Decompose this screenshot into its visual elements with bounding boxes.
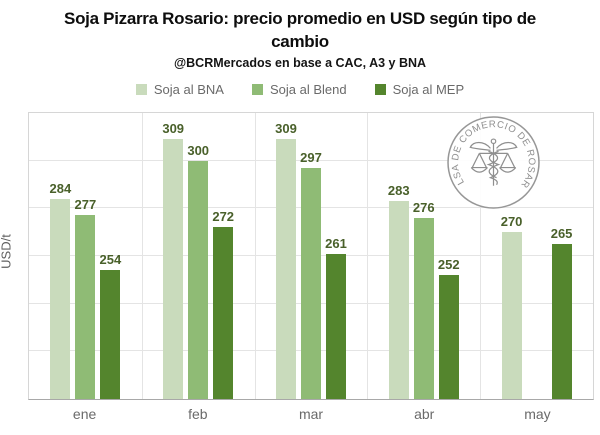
bar-slot: 300 [187,113,210,399]
caduceus-scales-icon [469,138,518,186]
bar-group-abr: 283 276 252 [367,113,480,399]
legend-swatch-icon [251,84,263,95]
bar-value-label: 252 [437,257,460,273]
x-axis: ene feb mar abr may [28,406,594,422]
bar-group-mar: 309 297 261 [255,113,368,399]
bar-group-may: 270 265 [480,113,593,399]
bar-slot: 252 [437,113,460,399]
chart-title-line2: cambio [271,32,329,51]
y-axis-title: USD/t [0,234,14,269]
legend-swatch-icon [374,84,386,95]
bar-value-label: 283 [387,183,410,199]
bar-slot: 277 [74,113,97,399]
bar-slot: 254 [99,113,122,399]
bar-slot: 270 [500,113,523,399]
bar-slot: 272 [212,113,235,399]
bar-value-label: 276 [412,199,435,215]
gridline-vertical [141,113,143,399]
bar-soja-al-mep-ene [100,270,121,399]
bar-soja-al-bna-feb [163,139,184,399]
bar-soja-al-mep-abr [438,275,459,399]
bar-soja-al-mep-may [551,244,572,399]
bar-slot: 309 [275,113,297,399]
bar-value-label: 261 [325,235,347,251]
chart-title-line1: Soja Pizarra Rosario: precio promedio en… [64,9,536,28]
legend-item-soja-al-mep: Soja al MEP [374,82,465,97]
bar-value-label: 270 [500,214,523,230]
bar-value-label: 309 [162,121,185,137]
bar-soja-al-mep-feb [213,227,234,399]
gridline-vertical [254,113,256,399]
legend-item-soja-al-blend: Soja al Blend [251,82,347,97]
gridline-vertical [367,113,369,399]
bar-value-label: 272 [212,209,235,225]
bar-soja-al-bna-abr [388,201,409,399]
bar-slot: 309 [162,113,185,399]
x-axis-label-may: may [524,406,551,422]
x-axis-label-feb: feb [188,406,208,422]
bar-soja-al-bna-mar [275,139,296,399]
bar-value-label: 254 [99,252,122,268]
bar-soja-al-bna-ene [50,198,71,399]
bar-value-label: 300 [187,142,210,158]
bar-slot: 297 [300,113,322,399]
bolsa-de-comercio-rosario-watermark: BOLSA DE COMERCIO DE ROSARIO [446,115,540,209]
bar-slot: 283 [387,113,410,399]
bar-slot: 284 [49,113,72,399]
x-axis-label-mar: mar [298,406,324,422]
bar-slot: 261 [325,113,347,399]
legend-label: Soja al Blend [269,82,347,97]
legend-label: Soja al MEP [392,82,465,97]
gridline-vertical [480,113,482,399]
x-axis-label-ene: ene [72,406,97,422]
bar-soja-al-mep-mar [325,253,346,399]
legend-item-soja-al-bna: Soja al BNA [135,82,224,97]
bar-soja-al-bna-may [501,232,522,399]
bar-value-label: 297 [300,149,322,165]
chart-subtitle: @BCRMercados en base a CAC, A3 y BNA [173,56,427,70]
bar-slot: 276 [412,113,435,399]
bar-soja-al-blend-abr [413,217,434,399]
legend-label: Soja al BNA [153,82,224,97]
bar-group-feb: 309 300 272 [142,113,255,399]
bar-group-ene: 284 277 254 [29,113,142,399]
legend-swatch-icon [135,84,147,95]
bar-value-label: 265 [550,226,573,242]
bar-soja-al-blend-mar [300,167,321,399]
bar-soja-al-blend-ene [75,215,96,399]
legend: Soja al BNA Soja al Blend Soja al MEP [0,82,600,97]
bar-slot: 265 [550,113,573,399]
x-axis-label-abr: abr [414,406,435,422]
chart-title: Soja Pizarra Rosario: precio promedio en… [0,7,600,53]
gridline-horizontal [29,159,593,161]
bar-soja-al-blend-feb [188,160,209,399]
bar-value-label: 284 [49,180,72,196]
bar-value-label: 309 [275,121,297,137]
bar-value-label: 277 [74,197,97,213]
